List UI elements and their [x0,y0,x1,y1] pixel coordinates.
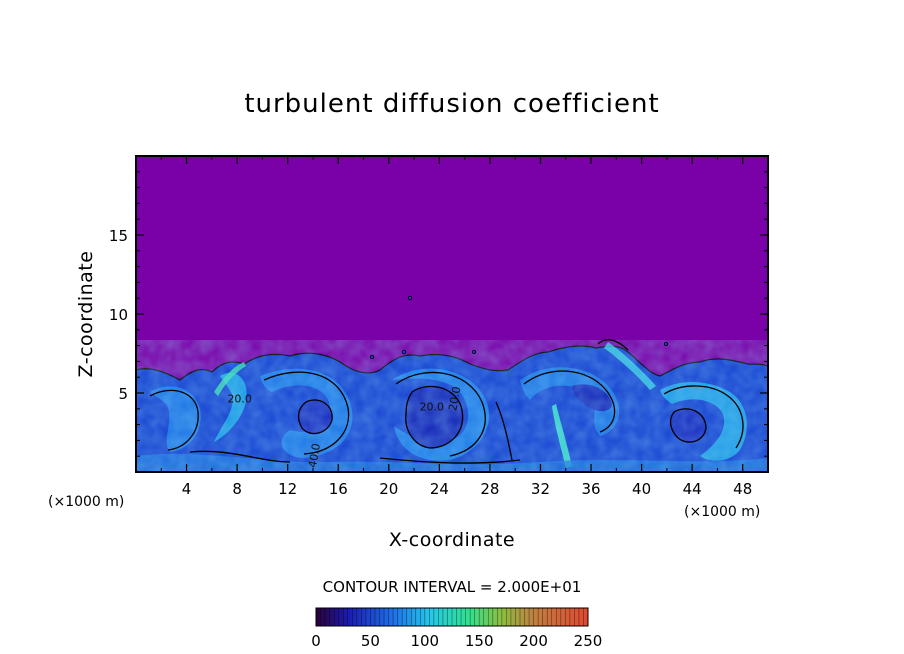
contour-line [597,339,629,351]
contour-line [149,389,199,451]
colorbar-tick-label: 150 [465,632,494,650]
contour-line [495,401,513,461]
x-tick-label: 20 [379,480,398,498]
specks [369,295,669,359]
speck [471,349,476,354]
x-tick-label: 48 [733,480,752,498]
colorbar-tick-label: 50 [361,632,380,650]
contour-label: 20.0 [446,386,463,412]
speck [407,295,412,300]
x-tick-label: 16 [329,480,348,498]
x-tick-label: 32 [531,480,550,498]
colorbar-tick-label: 200 [519,632,548,650]
y-tick-label: 15 [109,227,128,245]
plot-area: 20.040.020.0 20.0 [136,156,768,472]
contour-labels: 20.040.020.0 20.0 [227,386,463,469]
colorbar-tick-label: 250 [574,632,603,650]
colorbar-frame [315,607,589,627]
x-unit-right: (×1000 m) [684,504,760,520]
x-tick-label: 12 [278,480,297,498]
contour-line [379,457,521,464]
turbulent-field [136,295,768,472]
contour-line [663,385,744,449]
contour-line [523,370,616,433]
contour-line [405,385,464,449]
x-tick-label: 36 [581,480,600,498]
speck [401,349,407,355]
contour-line [189,450,291,463]
contour-label: 20.0 [227,392,252,405]
contour-line [395,371,486,457]
x-tick-label: 28 [480,480,499,498]
colorbar-stripes [320,608,584,626]
colorbar: 0 50 100 150 200 250 [311,607,602,650]
contour-label: 20.0 [420,400,445,413]
y-tick-label: 5 [118,385,128,403]
chart-title: turbulent diffusion coefficient [244,89,659,119]
contour-line [263,371,350,455]
y-tick-label: 10 [109,306,128,324]
contour-label: 40.0 [306,442,323,468]
contour-lines [149,339,744,464]
colorbar-ticks: 0 50 100 150 200 250 [311,632,602,650]
x-unit-left: (×1000 m) [48,494,124,510]
speck [369,354,374,359]
speck [664,341,669,346]
colorbar-tick-label: 100 [410,632,439,650]
contour-line [297,399,333,435]
texture-overlay [136,340,768,472]
x-tick-label: 40 [632,480,651,498]
y-axis-label: Z-coordinate [75,251,97,378]
x-tick-label: 4 [182,480,192,498]
colorbar-tick-label: 0 [311,632,321,650]
x-tick-label: 8 [232,480,242,498]
x-tick-label: 24 [430,480,449,498]
contour-interval: CONTOUR INTERVAL = 2.000E+01 [323,578,582,596]
x-tick-label: 44 [683,480,702,498]
contour-line [669,408,707,443]
x-axis-label: X-coordinate [389,529,515,551]
